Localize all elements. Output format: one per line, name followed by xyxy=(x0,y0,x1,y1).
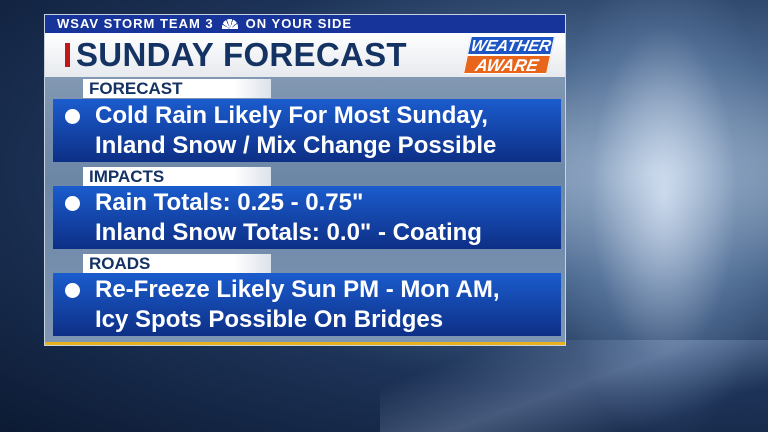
tagline: ON YOUR SIDE xyxy=(245,16,353,31)
bullet-icon xyxy=(65,196,80,211)
section-label-forecast: FORECAST xyxy=(83,79,271,98)
badge-line2: AWARE xyxy=(462,55,552,75)
line: Cold Rain Likely For Most Sunday, xyxy=(95,102,488,129)
line: Rain Totals: 0.25 - 0.75" xyxy=(95,189,364,216)
background-streak xyxy=(380,340,768,432)
line: Icy Spots Possible On Bridges xyxy=(95,306,444,333)
line: Re-Freeze Likely Sun PM - Mon AM, xyxy=(95,276,500,303)
line: Inland Snow / Mix Change Possible xyxy=(95,132,497,159)
line: Inland Snow Totals: 0.0" - Coating xyxy=(95,219,482,246)
section-forecast: Cold Rain Likely For Most Sunday, Inland… xyxy=(53,99,561,162)
gold-divider xyxy=(45,342,565,345)
title-bar: SUNDAY FORECAST WEATHER AWARE xyxy=(45,33,565,77)
station-name: WSAV STORM TEAM 3 xyxy=(57,16,214,31)
red-accent-mark xyxy=(65,43,70,67)
section-label-roads: ROADS xyxy=(83,254,271,273)
station-bar: WSAV STORM TEAM 3 ON YOUR SIDE xyxy=(45,15,565,33)
background-glow xyxy=(560,0,768,432)
section-impacts: Rain Totals: 0.25 - 0.75" Inland Snow To… xyxy=(53,186,561,249)
section-label-impacts: IMPACTS xyxy=(83,167,271,186)
forecast-panel: WSAV STORM TEAM 3 ON YOUR SIDE SUNDAY FO… xyxy=(44,14,566,346)
section-roads: Re-Freeze Likely Sun PM - Mon AM, Icy Sp… xyxy=(53,273,561,336)
page-title: SUNDAY FORECAST xyxy=(76,36,407,73)
nbc-peacock-icon xyxy=(221,19,238,29)
badge-line1: WEATHER xyxy=(466,36,556,55)
bullet-icon xyxy=(65,283,80,298)
weather-aware-badge: WEATHER AWARE xyxy=(462,36,556,75)
bullet-icon xyxy=(65,109,80,124)
